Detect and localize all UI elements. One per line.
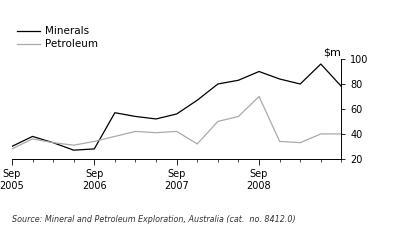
Minerals	[71, 149, 76, 152]
Text: $m: $m	[324, 47, 341, 57]
Petroleum	[112, 135, 117, 138]
Line: Petroleum: Petroleum	[12, 96, 341, 149]
Text: Source: Mineral and Petroleum Exploration, Australia (cat.  no. 8412.0): Source: Mineral and Petroleum Exploratio…	[12, 215, 295, 225]
Minerals	[298, 83, 303, 85]
Minerals	[154, 118, 158, 120]
Petroleum	[318, 133, 323, 135]
Petroleum	[195, 143, 200, 145]
Petroleum	[174, 130, 179, 133]
Petroleum	[257, 95, 262, 98]
Petroleum	[10, 148, 14, 150]
Minerals	[174, 113, 179, 115]
Minerals	[92, 148, 97, 150]
Minerals	[339, 85, 344, 88]
Minerals	[133, 115, 138, 118]
Petroleum	[154, 131, 158, 134]
Petroleum	[51, 141, 56, 144]
Petroleum	[339, 133, 344, 135]
Petroleum	[133, 130, 138, 133]
Petroleum	[298, 141, 303, 144]
Petroleum	[92, 140, 97, 143]
Minerals	[257, 70, 262, 73]
Petroleum	[30, 138, 35, 140]
Minerals	[318, 63, 323, 65]
Line: Minerals: Minerals	[12, 64, 341, 150]
Petroleum	[71, 144, 76, 147]
Minerals	[30, 135, 35, 138]
Minerals	[236, 79, 241, 82]
Minerals	[216, 83, 220, 85]
Legend: Minerals, Petroleum: Minerals, Petroleum	[17, 26, 98, 49]
Minerals	[112, 111, 117, 114]
Minerals	[277, 78, 282, 80]
Minerals	[195, 99, 200, 102]
Petroleum	[236, 115, 241, 118]
Minerals	[51, 141, 56, 144]
Petroleum	[277, 140, 282, 143]
Petroleum	[216, 120, 220, 123]
Minerals	[10, 145, 14, 148]
